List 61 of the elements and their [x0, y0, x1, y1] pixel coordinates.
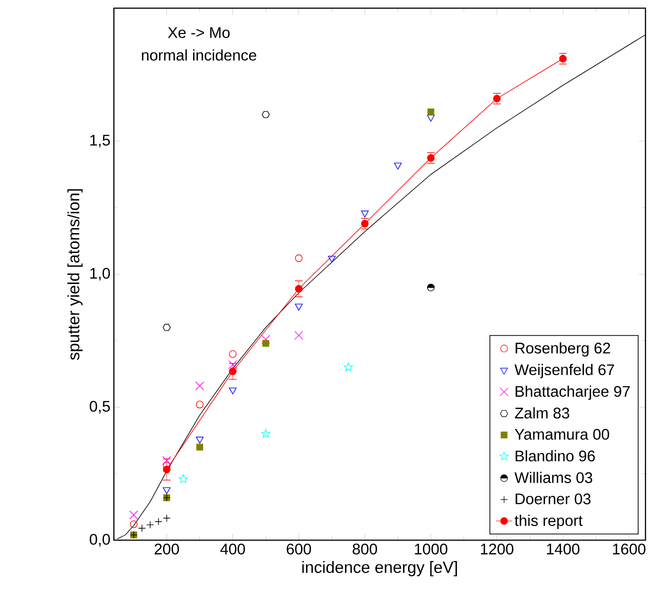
- x-tick-label: 1200: [480, 543, 514, 554]
- point: [138, 524, 146, 532]
- legend-label: Yamamura 00: [514, 428, 610, 440]
- point: [228, 360, 238, 369]
- y-tick-label: 0,5: [90, 400, 110, 414]
- legend-label: Blandino 96: [516, 450, 595, 462]
- point: [295, 284, 303, 293]
- point: [228, 367, 237, 375]
- point: [228, 387, 237, 394]
- legend-label: Williams 03: [514, 472, 592, 483]
- legend-label: Zalm 83: [514, 407, 570, 418]
- point: [228, 350, 237, 358]
- point: [294, 304, 303, 310]
- point: [130, 520, 138, 528]
- point: [154, 518, 162, 526]
- point: [344, 362, 353, 372]
- legend-label: Bhattacharjee 97: [516, 385, 630, 400]
- point: [196, 444, 204, 450]
- point: [262, 340, 270, 347]
- point: [427, 284, 435, 292]
- annotation: normal incidence: [142, 49, 256, 60]
- point: [427, 154, 435, 162]
- annotation: Xe -> Mo: [168, 27, 230, 38]
- point: [196, 400, 204, 408]
- x-tick-label: 600: [286, 543, 311, 554]
- x-tick-label: 1400: [547, 543, 580, 554]
- point: [262, 110, 270, 118]
- x-tick-label: 1000: [414, 543, 448, 554]
- point: [196, 436, 204, 444]
- legend-label: Weijsenfeld 67: [514, 364, 614, 378]
- y-axis-title: sputter yield [atoms/ion]: [67, 189, 83, 360]
- x-tick-label: 1600: [613, 543, 646, 554]
- point: [146, 520, 154, 528]
- point: [162, 456, 172, 465]
- point: [162, 514, 171, 522]
- point: [394, 162, 402, 170]
- y-tick-label: 0,0: [90, 534, 110, 546]
- point: [493, 94, 501, 102]
- legend-label: this report: [514, 514, 583, 529]
- point: [427, 114, 435, 122]
- point: [178, 474, 188, 483]
- point: [328, 256, 336, 262]
- point: [162, 487, 171, 494]
- x-axis-title: incidence energy [eV]: [302, 560, 457, 576]
- x-tick-label: 800: [352, 543, 378, 554]
- point: [361, 210, 369, 218]
- x-tick-label: 400: [220, 543, 245, 554]
- legend-label: Rosenberg 62: [516, 342, 610, 356]
- x-tick-label: 200: [154, 543, 179, 554]
- point: [427, 108, 434, 116]
- y-tick-label: 1,5: [90, 134, 110, 148]
- point: [261, 428, 270, 438]
- point: [361, 220, 369, 228]
- point: [129, 510, 138, 520]
- point: [295, 254, 303, 262]
- legend-label: Doerner 03: [516, 493, 591, 504]
- y-tick-label: 1,0: [90, 268, 110, 280]
- point: [162, 324, 171, 331]
- point: [294, 330, 304, 340]
- point: [195, 381, 204, 390]
- point: [162, 466, 171, 474]
